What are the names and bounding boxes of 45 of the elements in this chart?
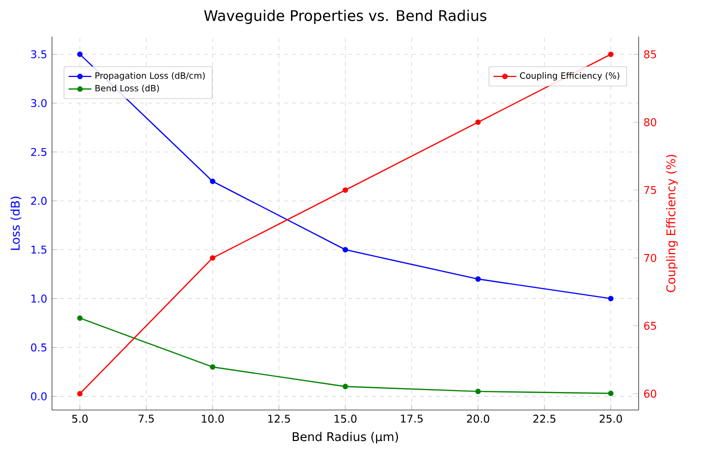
point (210, 255, 216, 261)
x-tick-label: 17.5 (400, 414, 423, 423)
point (475, 276, 481, 282)
y2-tick-label: 60 (644, 390, 656, 398)
point (475, 388, 481, 394)
y2-tick-label: 85 (644, 50, 656, 58)
x-tick-label: 5.0 (72, 414, 88, 423)
y-tick-label: 1.5 (32, 246, 46, 254)
point (210, 178, 216, 184)
x-tick-label: 7.5 (138, 414, 154, 423)
x-tick-label: 20.0 (466, 414, 490, 423)
x-tick-label: 15.0 (334, 414, 357, 423)
point (342, 246, 348, 252)
point (210, 364, 216, 370)
x-tick-label: 10.0 (202, 414, 224, 423)
legend-label: Propagation Loss (dB/cm) (95, 72, 205, 81)
y-axis-title: Loss (dB) (10, 196, 22, 250)
y2-tick-label: 65 (644, 322, 656, 330)
y2-tick-label: 70 (644, 254, 656, 262)
y2-tick-label: 75 (644, 186, 656, 194)
y-tick-label: 1.0 (32, 294, 47, 303)
point (608, 52, 614, 58)
chart-title: Waveguide Properties vs. Bend Radius (204, 10, 486, 24)
point (475, 119, 481, 125)
point (342, 187, 348, 193)
y2-tick-label: 80 (644, 118, 656, 126)
y-tick-label: 3.0 (31, 99, 47, 108)
x-tick-label: 25.0 (600, 414, 622, 423)
legend-label: Bend Loss (dB) (95, 84, 159, 92)
point (608, 390, 614, 396)
y-tick-label: 2.5 (31, 148, 46, 156)
x-tick-label: 12.5 (268, 414, 290, 423)
point (77, 52, 83, 57)
y-tick-label: 0.5 (31, 343, 46, 352)
x-tick-label: 22.5 (533, 414, 556, 423)
legend-label: Coupling Efficiency (%) (520, 72, 620, 81)
y2-axis-title: Coupling Efficiency (%) (666, 154, 678, 292)
point (77, 315, 83, 321)
point (342, 384, 348, 390)
y-tick-label: 3.5 (31, 50, 46, 58)
point (77, 390, 83, 396)
x-axis-title: Bend Radius (µm) (292, 432, 398, 444)
y-tick-label: 2.0 (31, 196, 47, 205)
point (608, 296, 614, 302)
y-tick-label: 0.0 (31, 392, 47, 400)
